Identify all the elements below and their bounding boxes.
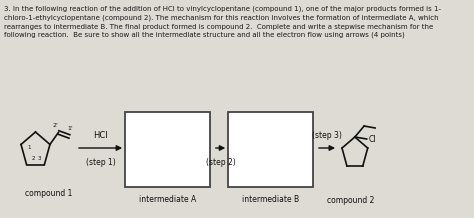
Text: 2': 2': [52, 123, 58, 128]
Text: (step 1): (step 1): [86, 158, 115, 167]
Text: HCl: HCl: [93, 131, 108, 140]
Text: 1: 1: [28, 145, 31, 150]
Bar: [125, 112, 210, 187]
Bar: [228, 112, 313, 187]
Text: 3. In the following reaction of the addition of HCl to vinylcyclopentane (compou: 3. In the following reaction of the addi…: [4, 6, 441, 38]
Text: compound 1: compound 1: [25, 189, 73, 198]
Text: 1': 1': [67, 126, 73, 131]
Text: (step 2): (step 2): [206, 158, 236, 167]
Text: 3: 3: [38, 155, 41, 160]
Text: Cl: Cl: [368, 135, 376, 143]
Text: compound 2: compound 2: [327, 196, 374, 205]
Text: 2: 2: [31, 155, 35, 160]
Text: intermediate B: intermediate B: [242, 195, 299, 204]
Text: intermediate A: intermediate A: [139, 195, 196, 204]
Text: (step 3): (step 3): [312, 131, 342, 140]
